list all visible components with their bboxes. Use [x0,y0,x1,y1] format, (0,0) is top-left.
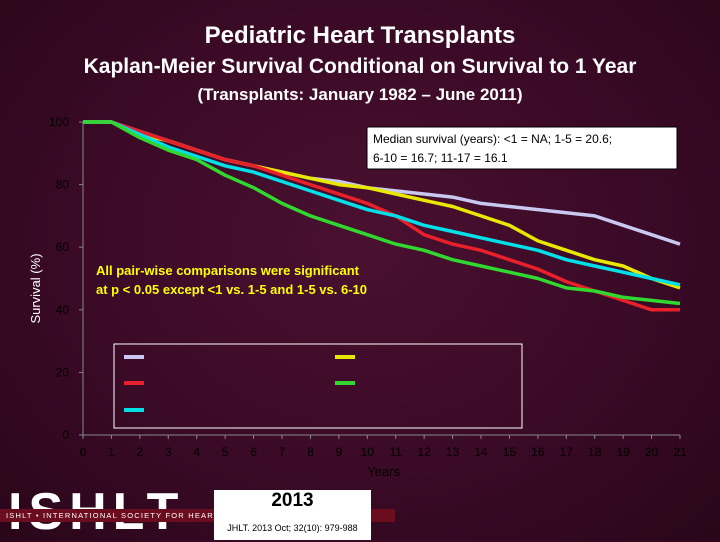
x-tick-label: 4 [193,445,200,459]
y-tick-label: 0 [62,428,69,442]
x-tick-label: 2 [137,445,144,459]
chart-series [83,120,681,312]
x-tick-label: 10 [361,445,375,459]
x-tick-label: 13 [446,445,460,459]
median-annotation-line-2: 6-10 = 16.7; 11-17 = 16.1 [373,151,508,165]
significance-annotation-line-2: at p < 0.05 except <1 vs. 1-5 and 1-5 vs… [96,282,367,297]
x-tick-label: 7 [279,445,286,459]
median-annotation-box [366,126,678,170]
legend-box [113,343,523,429]
x-tick-label: 0 [80,445,87,459]
x-tick-label: 15 [503,445,517,459]
x-tick-label: 18 [588,445,602,459]
y-axis-label: Survival (%) [28,253,43,323]
significance-annotation-line-1: All pair-wise comparisons were significa… [96,263,360,278]
median-annotation-line-1: Median survival (years): <1 = NA; 1-5 = … [373,132,612,146]
y-tick-label: 60 [56,240,70,254]
x-tick-label: 17 [560,445,574,459]
x-tick-label: 6 [250,445,257,459]
y-tick-label: 20 [56,365,70,379]
x-tick-label: 9 [336,445,343,459]
y-tick-label: 100 [49,115,69,129]
x-axis-label: Years [367,464,400,479]
x-tick-label: 1 [108,445,115,459]
series-line-5 [83,120,681,306]
y-tick-label: 80 [56,178,70,192]
chart-subtitle: Kaplan-Meier Survival Conditional on Sur… [83,55,637,78]
chart-title: Pediatric Heart Transplants [204,22,516,49]
chart-period: (Transplants: January 1982 – June 2011) [197,85,523,104]
x-tick-label: 20 [645,445,659,459]
series-line-4 [83,120,681,287]
x-tick-label: 12 [417,445,431,459]
x-tick-label: 8 [307,445,314,459]
citation-reference: JHLT. 2013 Oct; 32(10): 979-988 [227,523,358,533]
citation-box: 2013 JHLT. 2013 Oct; 32(10): 979-988 [214,490,371,540]
series-line-3 [83,120,680,312]
x-tick-label: 3 [165,445,172,459]
x-tick-label: 14 [474,445,488,459]
legend [124,355,355,412]
x-tick-label: 11 [389,445,402,459]
x-tick-label: 19 [616,445,630,459]
x-tick-label: 21 [673,445,687,459]
x-tick-label: 16 [531,445,545,459]
y-tick-label: 40 [56,303,70,317]
x-tick-label: 5 [222,445,229,459]
citation-year: 2013 [271,490,314,511]
